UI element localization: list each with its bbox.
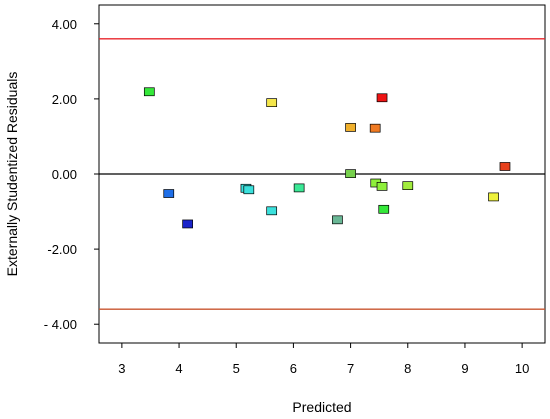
y-axis-label: Externally Studentized Residuals: [4, 72, 20, 277]
data-point: [488, 192, 499, 202]
data-point: [266, 98, 278, 107]
x-tick-label: 7: [347, 361, 354, 376]
data-point: [266, 206, 278, 216]
x-tick-label: 5: [233, 361, 240, 376]
data-point: [345, 169, 356, 178]
data-point: [332, 215, 343, 225]
data-point: [345, 123, 356, 132]
y-tick-label: -2.00: [47, 242, 77, 257]
y-tick-label: 0.00: [52, 167, 77, 182]
y-tick-label: 2.00: [52, 92, 77, 107]
y-tick-label: 4.00: [52, 17, 77, 32]
data-point: [378, 204, 390, 214]
data-points: [143, 87, 511, 229]
x-axis: 3 4 5 6 7 8 9 10: [118, 343, 529, 376]
data-point: [402, 181, 414, 190]
x-tick-label: 6: [290, 361, 297, 376]
data-point: [376, 93, 388, 103]
y-tick-label: - 4.00: [44, 317, 77, 332]
reference-lines: [99, 38, 545, 310]
x-tick-label: 3: [118, 361, 125, 376]
x-tick-label: 4: [175, 361, 182, 376]
data-point: [182, 219, 193, 229]
x-tick-label: 8: [404, 361, 411, 376]
data-point: [163, 189, 175, 198]
data-point: [293, 183, 305, 193]
y-axis: 4.00 2.00 0.00 -2.00 - 4.00: [44, 17, 99, 332]
data-point: [499, 162, 511, 171]
data-point: [243, 185, 255, 195]
data-point: [143, 87, 155, 97]
x-tick-label: 9: [461, 361, 468, 376]
x-tick-label: 10: [515, 361, 529, 376]
x-axis-label: Predicted: [292, 399, 351, 415]
data-point: [369, 123, 381, 133]
data-point: [376, 182, 388, 191]
